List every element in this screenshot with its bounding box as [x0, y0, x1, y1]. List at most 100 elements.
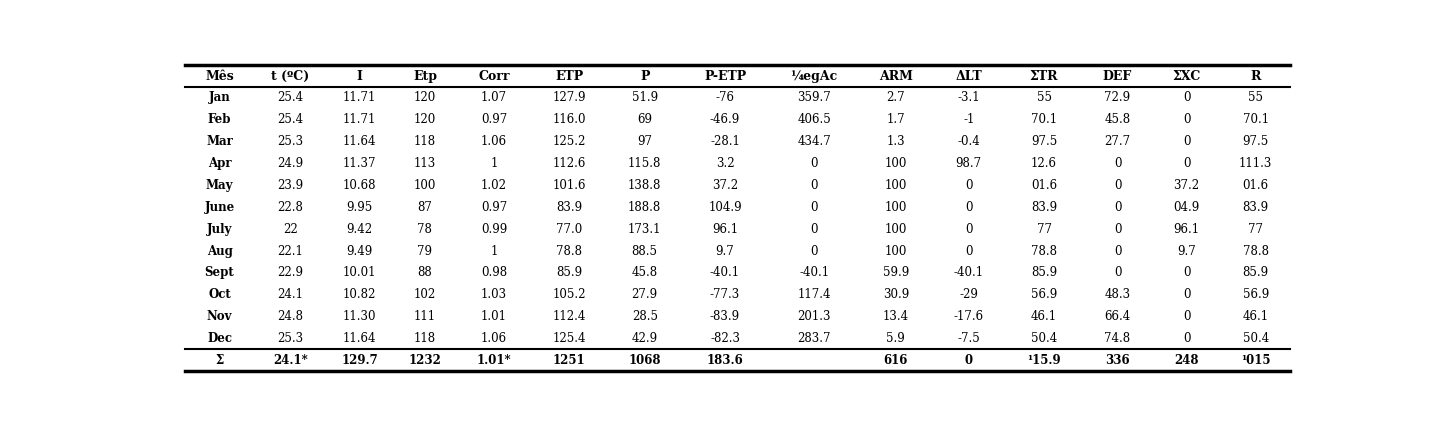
Text: Mês: Mês	[205, 70, 234, 83]
Text: 105.2: 105.2	[553, 288, 586, 301]
Text: 77.0: 77.0	[556, 222, 583, 235]
Text: Σ: Σ	[215, 354, 224, 367]
Text: -46.9: -46.9	[709, 113, 740, 126]
Text: -76: -76	[715, 92, 735, 105]
Text: ETP: ETP	[556, 70, 583, 83]
Text: June: June	[204, 201, 234, 214]
Text: 1.01*: 1.01*	[477, 354, 511, 367]
Text: Oct: Oct	[208, 288, 231, 301]
Text: -17.6: -17.6	[954, 310, 984, 323]
Text: Jan: Jan	[208, 92, 230, 105]
Text: 10.01: 10.01	[343, 267, 376, 280]
Text: ΣXC: ΣXC	[1172, 70, 1200, 83]
Text: -40.1: -40.1	[709, 267, 740, 280]
Text: 115.8: 115.8	[628, 157, 662, 170]
Text: 12.6: 12.6	[1031, 157, 1057, 170]
Text: 113: 113	[414, 157, 437, 170]
Text: 101.6: 101.6	[553, 179, 586, 192]
Text: 11.64: 11.64	[343, 332, 376, 345]
Text: 118: 118	[414, 135, 437, 148]
Text: 56.9: 56.9	[1242, 288, 1269, 301]
Text: 55: 55	[1037, 92, 1051, 105]
Text: 37.2: 37.2	[1173, 179, 1199, 192]
Text: Corr: Corr	[478, 70, 510, 83]
Text: 120: 120	[414, 92, 437, 105]
Text: 1251: 1251	[553, 354, 586, 367]
Text: 48.3: 48.3	[1104, 288, 1130, 301]
Text: t (ºC): t (ºC)	[271, 70, 310, 83]
Text: 0: 0	[965, 245, 972, 257]
Text: 0: 0	[1183, 113, 1190, 126]
Text: I: I	[356, 70, 362, 83]
Text: 85.9: 85.9	[1031, 267, 1057, 280]
Text: 97: 97	[638, 135, 652, 148]
Text: 1.03: 1.03	[481, 288, 507, 301]
Text: 100: 100	[885, 179, 908, 192]
Text: 83.9: 83.9	[556, 201, 583, 214]
Text: 98.7: 98.7	[955, 157, 982, 170]
Text: ¹15.9: ¹15.9	[1027, 354, 1061, 367]
Text: 30.9: 30.9	[883, 288, 909, 301]
Text: -0.4: -0.4	[958, 135, 979, 148]
Text: 201.3: 201.3	[797, 310, 831, 323]
Text: 1.3: 1.3	[886, 135, 905, 148]
Text: 0: 0	[1183, 288, 1190, 301]
Text: 78.8: 78.8	[1031, 245, 1057, 257]
Text: 129.7: 129.7	[342, 354, 378, 367]
Text: 104.9: 104.9	[708, 201, 742, 214]
Text: 0: 0	[1183, 92, 1190, 105]
Text: Mar: Mar	[207, 135, 233, 148]
Text: -3.1: -3.1	[958, 92, 979, 105]
Text: 1232: 1232	[408, 354, 441, 367]
Text: Dec: Dec	[207, 332, 233, 345]
Text: 116.0: 116.0	[553, 113, 586, 126]
Text: -28.1: -28.1	[711, 135, 740, 148]
Text: 25.4: 25.4	[277, 113, 303, 126]
Text: 3.2: 3.2	[715, 157, 734, 170]
Text: 11.71: 11.71	[343, 92, 376, 105]
Text: 04.9: 04.9	[1173, 201, 1199, 214]
Text: 25.4: 25.4	[277, 92, 303, 105]
Text: 0: 0	[965, 179, 972, 192]
Text: 78.8: 78.8	[1242, 245, 1268, 257]
Text: 37.2: 37.2	[712, 179, 738, 192]
Text: July: July	[207, 222, 233, 235]
Text: 0: 0	[965, 201, 972, 214]
Text: 359.7: 359.7	[797, 92, 831, 105]
Text: -7.5: -7.5	[958, 332, 979, 345]
Text: 100: 100	[885, 157, 908, 170]
Text: 0: 0	[810, 222, 819, 235]
Text: 87: 87	[418, 201, 432, 214]
Text: 0.98: 0.98	[481, 267, 507, 280]
Text: 283.7: 283.7	[797, 332, 831, 345]
Text: 97.5: 97.5	[1242, 135, 1269, 148]
Text: 69: 69	[638, 113, 652, 126]
Text: 70.1: 70.1	[1242, 113, 1268, 126]
Text: -40.1: -40.1	[800, 267, 829, 280]
Text: 88: 88	[418, 267, 432, 280]
Text: Sept: Sept	[205, 267, 234, 280]
Text: 1.06: 1.06	[481, 135, 507, 148]
Text: 0: 0	[965, 222, 972, 235]
Text: 11.64: 11.64	[343, 135, 376, 148]
Text: 336: 336	[1106, 354, 1130, 367]
Text: 28.5: 28.5	[632, 310, 658, 323]
Text: 0: 0	[810, 245, 819, 257]
Text: 9.7: 9.7	[1178, 245, 1196, 257]
Text: 1.07: 1.07	[481, 92, 507, 105]
Text: -82.3: -82.3	[709, 332, 740, 345]
Text: Apr: Apr	[208, 157, 231, 170]
Text: 9.42: 9.42	[346, 222, 373, 235]
Text: 22.9: 22.9	[277, 267, 303, 280]
Text: 77: 77	[1037, 222, 1051, 235]
Text: 51.9: 51.9	[632, 92, 658, 105]
Text: 0: 0	[965, 354, 972, 367]
Text: 56.9: 56.9	[1031, 288, 1057, 301]
Text: ΣTR: ΣTR	[1030, 70, 1058, 83]
Text: 125.4: 125.4	[553, 332, 586, 345]
Text: 117.4: 117.4	[797, 288, 831, 301]
Text: 0: 0	[1183, 267, 1190, 280]
Text: 138.8: 138.8	[628, 179, 662, 192]
Text: -40.1: -40.1	[954, 267, 984, 280]
Text: 0: 0	[810, 157, 819, 170]
